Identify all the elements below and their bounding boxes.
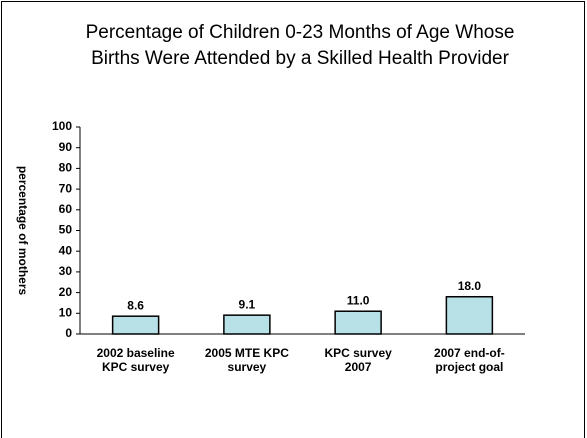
chart-title: Percentage of Children 0-23 Months of Ag… [85,22,515,69]
y-tick-label: 20 [59,285,73,299]
bar [223,314,271,335]
value-label: 11.0 [347,293,370,307]
y-tick-label: 40 [59,243,73,257]
x-tick-label: KPC survey 2007 [324,346,392,374]
y-tick-label: 100 [52,119,72,133]
y-tick-label: 30 [59,264,73,278]
y-tick-label: 50 [59,223,73,237]
bar [111,315,160,335]
y-tick-label: 80 [59,161,73,175]
y-axis-label: percentage of mothers [16,166,30,296]
x-tick-label: 2007 end-of-project goal [434,346,505,374]
value-label: 8.6 [127,298,144,312]
y-tick-label: 70 [59,181,73,195]
value-label: 9.1 [239,297,256,311]
y-tick-label: 90 [59,140,73,154]
x-tick-label: 2005 MTE KPC survey [204,346,289,374]
y-tick-label: 60 [59,202,73,216]
value-label: 18.0 [458,279,482,293]
bar [334,310,382,335]
y-tick-label: 0 [65,326,72,340]
y-tick-label: 10 [59,305,73,319]
x-tick-label: 2002 baseline KPC survey [96,346,175,374]
bar [445,295,494,335]
